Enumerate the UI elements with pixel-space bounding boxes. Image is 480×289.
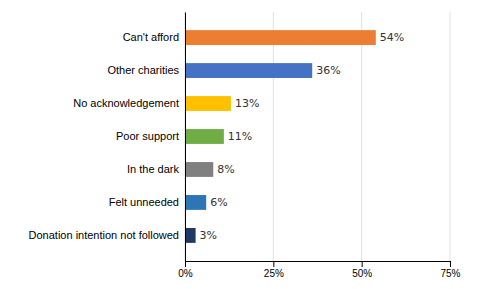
grid — [185, 12, 450, 261]
y-tick-label: Poor support — [116, 130, 179, 142]
y-tick-label: Other charities — [107, 64, 179, 76]
data-label: 8% — [217, 163, 234, 176]
x-tick-mark — [185, 261, 186, 267]
bar — [185, 129, 224, 144]
data-label: 13% — [235, 97, 259, 110]
y-tick: Can't afford — [123, 31, 185, 43]
y-tick-label: No acknowledgement — [73, 97, 179, 109]
data-label: 11% — [228, 130, 252, 143]
data-label: 3% — [200, 229, 217, 242]
grid-line — [361, 12, 362, 261]
x-tick-mark — [362, 261, 363, 267]
bar — [185, 162, 213, 177]
data-label: 6% — [210, 196, 227, 209]
y-tick: Poor support — [116, 130, 185, 142]
grid-line — [185, 12, 186, 261]
x-tick-mark — [273, 261, 274, 267]
x-tick: 50% — [352, 261, 372, 279]
x-tick-label: 50% — [352, 268, 372, 279]
x-tick-label: 0% — [178, 268, 193, 279]
x-tick-label: 25% — [264, 268, 284, 279]
y-tick-label: Donation intention not followed — [29, 229, 179, 241]
y-tick-label: In the dark — [127, 163, 179, 175]
y-axis-line — [185, 13, 186, 262]
data-label: 36% — [316, 64, 340, 77]
data-labels: 3% 6% 8% 11% 13% 36% 54% — [200, 31, 405, 242]
grid-line — [273, 12, 274, 261]
bars — [185, 30, 376, 243]
x-tick: 0% — [178, 261, 193, 279]
bar — [185, 63, 312, 78]
data-label: 54% — [380, 31, 404, 44]
bar — [185, 30, 376, 45]
bar — [185, 228, 196, 243]
x-tick-mark — [450, 261, 451, 267]
y-tick: Other charities — [107, 64, 185, 76]
y-tick-label: Felt unneeded — [109, 196, 179, 208]
x-tick-label: 75% — [440, 268, 460, 279]
y-tick-label: Can't afford — [123, 31, 179, 43]
y-tick: No acknowledgement — [73, 97, 185, 109]
y-tick: Felt unneeded — [109, 196, 185, 208]
bar — [185, 195, 206, 210]
x-tick: 25% — [264, 261, 284, 279]
y-tick: Donation intention not followed — [29, 229, 185, 241]
x-axis-line — [186, 262, 451, 268]
x-tick: 75% — [440, 261, 460, 279]
y-axis: Donation intention not followed Felt unne… — [29, 13, 186, 262]
grid-line — [450, 12, 451, 261]
x-axis: 0% 25% 50% 75% — [178, 261, 460, 279]
plot: 0% 25% 50% 75% Donation intention not follow… — [29, 12, 461, 279]
bar — [185, 96, 231, 111]
y-tick: In the dark — [127, 163, 185, 175]
chart: 0% 25% 50% 75% Donation intention not follow… — [0, 0, 480, 289]
